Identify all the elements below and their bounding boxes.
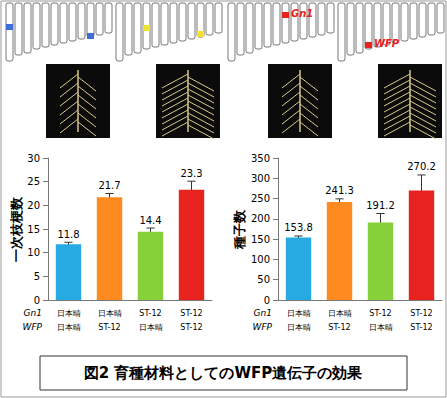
svg-text:20: 20: [27, 200, 40, 211]
svg-text:25: 25: [27, 176, 40, 187]
svg-text:250: 250: [251, 193, 270, 204]
svg-text:5: 5: [34, 271, 40, 282]
svg-text:Gn1: Gn1: [291, 8, 313, 19]
svg-text:日本晴: 日本晴: [57, 323, 81, 332]
svg-text:50: 50: [257, 274, 270, 285]
svg-text:153.8: 153.8: [284, 222, 313, 233]
svg-text:日本晴: 日本晴: [369, 323, 393, 332]
svg-text:191.2: 191.2: [366, 200, 395, 211]
svg-text:日本晴: 日本晴: [287, 309, 311, 318]
svg-text:ST-12: ST-12: [180, 323, 202, 332]
svg-text:図2 育種材料としてのWFP遺伝子の効果: 図2 育種材料としてのWFP遺伝子の効果: [84, 364, 363, 382]
svg-text:ST-12: ST-12: [328, 323, 350, 332]
svg-text:0: 0: [264, 295, 270, 306]
svg-text:日本晴: 日本晴: [57, 309, 81, 318]
svg-text:23.3: 23.3: [180, 168, 202, 179]
svg-text:14.4: 14.4: [139, 215, 161, 226]
svg-text:11.8: 11.8: [57, 229, 79, 240]
svg-text:WFP: WFP: [252, 322, 272, 332]
svg-text:ST-12: ST-12: [180, 309, 202, 318]
svg-text:350: 350: [251, 153, 270, 164]
svg-text:241.3: 241.3: [325, 185, 354, 196]
svg-text:15: 15: [27, 224, 40, 235]
svg-text:日本晴: 日本晴: [287, 323, 311, 332]
svg-text:一次枝梗数: 一次枝梗数: [9, 196, 24, 262]
svg-text:0: 0: [34, 295, 40, 306]
svg-text:150: 150: [251, 234, 270, 245]
svg-text:日本晴: 日本晴: [98, 309, 122, 318]
svg-text:270.2: 270.2: [407, 161, 436, 172]
svg-text:ST-12: ST-12: [369, 309, 391, 318]
svg-text:300: 300: [251, 173, 270, 184]
svg-text:21.7: 21.7: [98, 180, 120, 191]
svg-text:ST-12: ST-12: [98, 323, 120, 332]
svg-text:30: 30: [27, 153, 40, 164]
svg-text:WFP: WFP: [374, 38, 400, 49]
svg-text:ST-12: ST-12: [410, 323, 432, 332]
svg-text:種子数: 種子数: [232, 209, 247, 250]
svg-text:Gn1: Gn1: [24, 308, 42, 318]
svg-text:日本晴: 日本晴: [328, 309, 352, 318]
svg-text:ST-12: ST-12: [410, 309, 432, 318]
svg-text:日本晴: 日本晴: [139, 323, 163, 332]
svg-text:ST-12: ST-12: [139, 309, 161, 318]
svg-text:10: 10: [27, 247, 40, 258]
svg-text:100: 100: [251, 254, 270, 265]
svg-text:WFP: WFP: [22, 322, 42, 332]
svg-text:200: 200: [251, 213, 270, 224]
svg-text:Gn1: Gn1: [254, 308, 272, 318]
